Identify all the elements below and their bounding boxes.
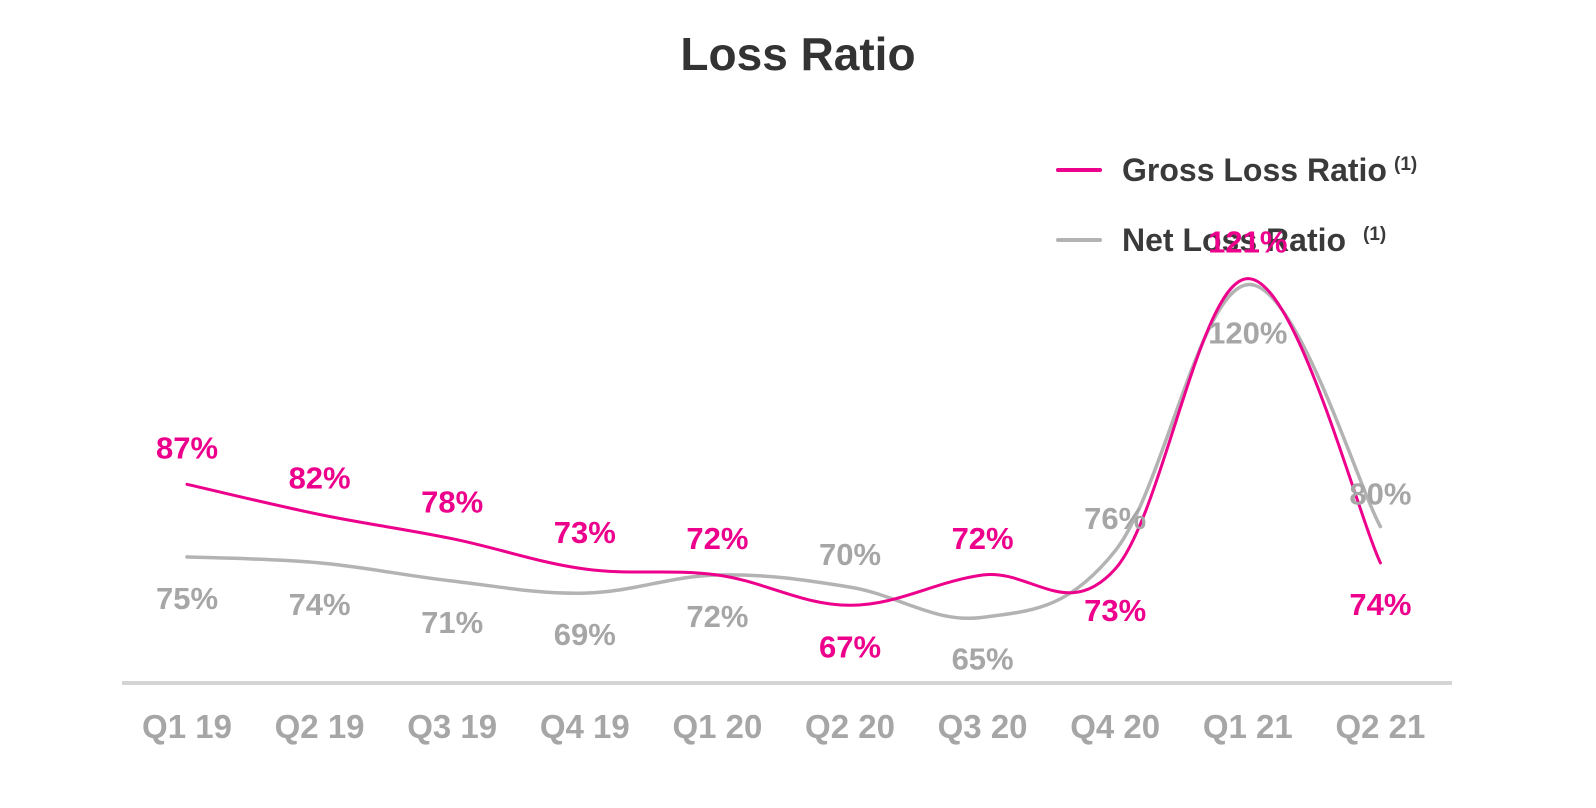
legend-superscript-net: (1) bbox=[1363, 224, 1386, 245]
net-data-label: 72% bbox=[686, 599, 748, 634]
gross-data-label: 87% bbox=[156, 430, 218, 465]
net-data-label: 65% bbox=[952, 641, 1014, 676]
series-lines bbox=[185, 277, 1383, 621]
net-data-label: 74% bbox=[289, 587, 351, 622]
net-data-label: 80% bbox=[1349, 477, 1411, 512]
x-tick-label: Q1 21 bbox=[1203, 708, 1293, 745]
x-tick-label: Q1 20 bbox=[672, 708, 762, 745]
gross-data-label: 72% bbox=[952, 521, 1014, 556]
gross-data-label: 78% bbox=[421, 485, 483, 520]
net-data-label: 71% bbox=[421, 605, 483, 640]
gross-data-label: 74% bbox=[1349, 587, 1411, 622]
gross-data-label: 82% bbox=[289, 461, 351, 496]
x-tick-label: Q4 20 bbox=[1070, 708, 1160, 745]
net-data-label: 75% bbox=[156, 581, 218, 616]
net-data-label: 120% bbox=[1208, 316, 1287, 351]
legend-item-net: Net Loss Ratio (1) bbox=[1056, 222, 1386, 258]
x-tick-label: Q2 20 bbox=[805, 708, 895, 745]
x-tick-label: Q3 19 bbox=[407, 708, 497, 745]
data-labels: 87% 75% 82% 74% 78% 71% 73% 69% 72% 72% 67% 70% 72% 6… bbox=[156, 225, 1411, 677]
net-loss-ratio-line bbox=[185, 282, 1383, 621]
gross-data-label: 73% bbox=[554, 515, 616, 550]
net-data-label: 69% bbox=[554, 617, 616, 652]
x-tick-label: Q3 20 bbox=[938, 708, 1028, 745]
net-data-label: 70% bbox=[819, 537, 881, 572]
gross-data-label: 72% bbox=[686, 521, 748, 556]
x-tick-label: Q2 19 bbox=[275, 708, 365, 745]
legend: Gross Loss Ratio (1) Net Loss Ratio (1) bbox=[1056, 152, 1417, 258]
legend-item-gross: Gross Loss Ratio (1) bbox=[1056, 152, 1417, 188]
gross-data-label: 67% bbox=[819, 629, 881, 664]
x-tick-label: Q1 19 bbox=[142, 708, 232, 745]
gross-loss-ratio-line bbox=[185, 277, 1382, 607]
x-tick-label: Q4 19 bbox=[540, 708, 630, 745]
net-data-label: 76% bbox=[1084, 501, 1146, 536]
legend-label-net: Net Loss Ratio bbox=[1122, 222, 1346, 258]
x-axis-tick-labels: Q1 19 Q2 19 Q3 19 Q4 19 Q1 20 Q2 20 Q3 20 Q4 20… bbox=[142, 708, 1425, 745]
gross-data-label: 121% bbox=[1208, 225, 1287, 260]
legend-label-gross: Gross Loss Ratio bbox=[1122, 152, 1387, 188]
chart-title: Loss Ratio bbox=[680, 28, 915, 80]
x-tick-label: Q2 21 bbox=[1335, 708, 1425, 745]
gross-data-label: 73% bbox=[1084, 593, 1146, 628]
legend-superscript-gross: (1) bbox=[1394, 154, 1417, 175]
